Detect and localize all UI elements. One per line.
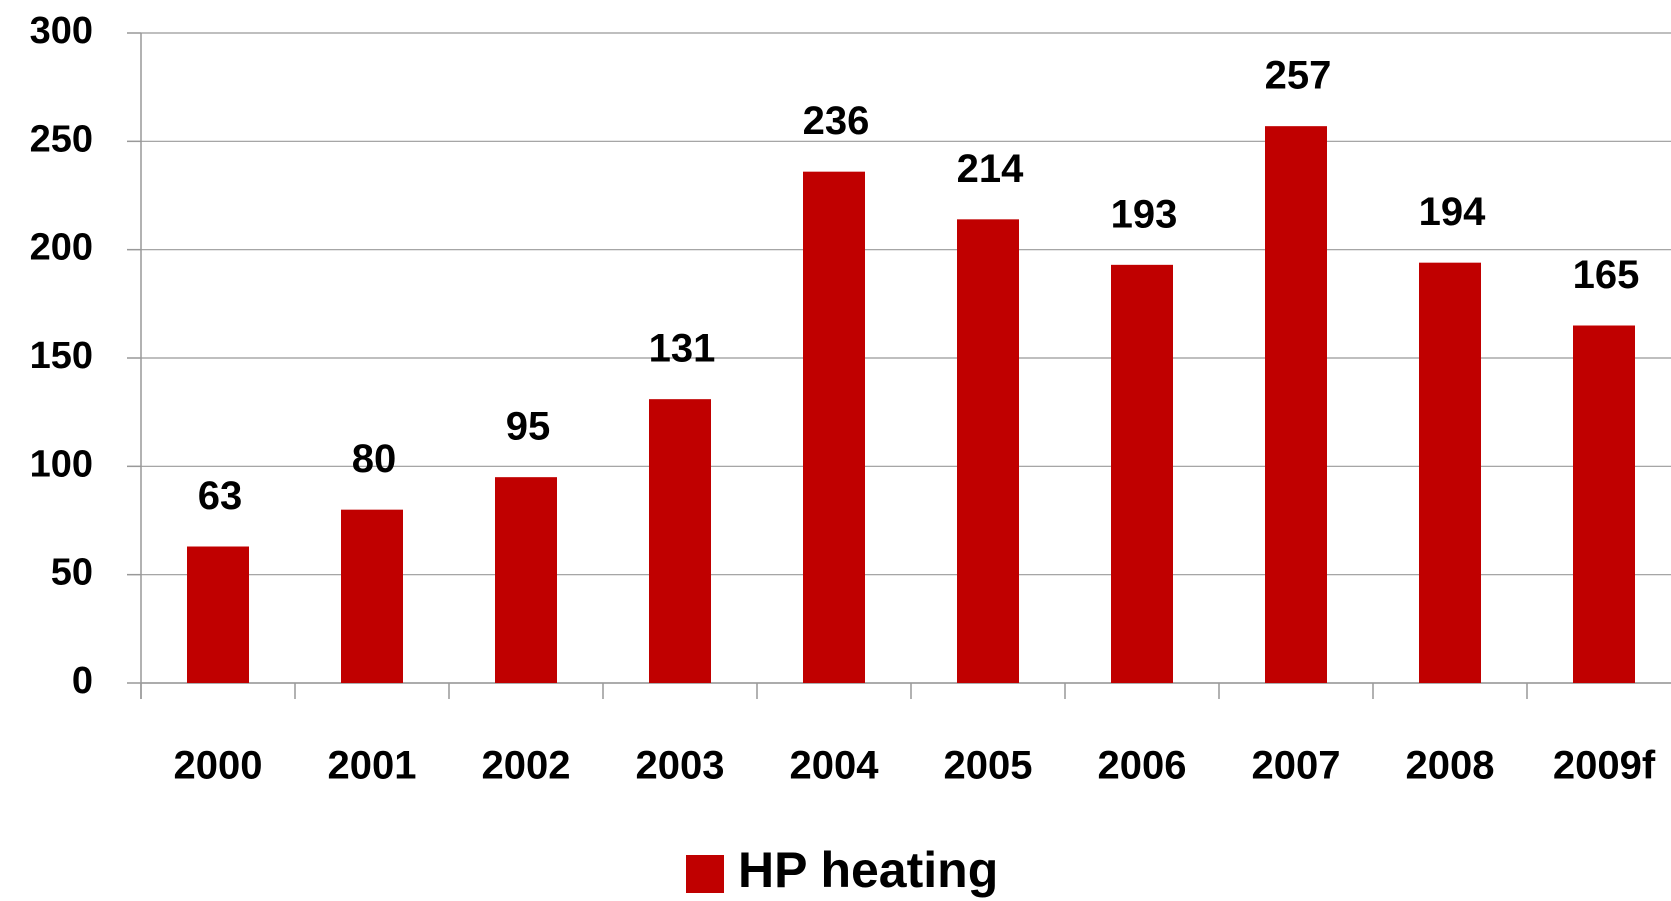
data-label: 165 <box>1573 253 1640 297</box>
data-label: 63 <box>198 474 243 518</box>
bar <box>187 546 249 683</box>
y-tick-label: 300 <box>30 10 93 52</box>
data-label: 257 <box>1265 54 1332 98</box>
x-tick-label: 2000 <box>174 744 263 788</box>
legend-swatch <box>686 855 724 893</box>
bar <box>1419 262 1481 683</box>
y-tick-label: 100 <box>30 443 93 485</box>
y-tick-label: 50 <box>51 552 93 594</box>
x-tick-label: 2004 <box>790 744 880 788</box>
data-label: 95 <box>506 405 551 449</box>
x-tick-label: 2007 <box>1252 744 1341 788</box>
y-tick-label: 200 <box>30 227 93 269</box>
y-tick-label: 150 <box>30 335 93 377</box>
data-label: 236 <box>803 99 870 143</box>
bar <box>803 171 865 683</box>
x-tick-label: 2005 <box>944 744 1033 788</box>
data-label: 194 <box>1419 190 1486 234</box>
bar <box>341 509 403 683</box>
data-label: 193 <box>1111 192 1178 236</box>
x-tick-label: 2003 <box>636 744 725 788</box>
bar <box>495 477 557 683</box>
bar <box>1265 126 1327 683</box>
x-tick-label: 2002 <box>482 744 571 788</box>
data-label: 80 <box>352 437 397 481</box>
y-tick-label: 250 <box>30 118 93 160</box>
data-label: 214 <box>957 147 1024 191</box>
x-tick-label: 2008 <box>1406 744 1495 788</box>
bar <box>1111 264 1173 683</box>
legend-label: HP heating <box>738 842 998 898</box>
y-tick-label: 0 <box>72 660 93 702</box>
x-tick-label: 2009f <box>1553 744 1656 788</box>
x-tick-label: 2001 <box>328 744 417 788</box>
bar <box>957 219 1019 684</box>
bar <box>649 399 711 683</box>
bar <box>1573 325 1635 683</box>
x-tick-label: 2006 <box>1098 744 1187 788</box>
data-label: 131 <box>649 327 716 371</box>
